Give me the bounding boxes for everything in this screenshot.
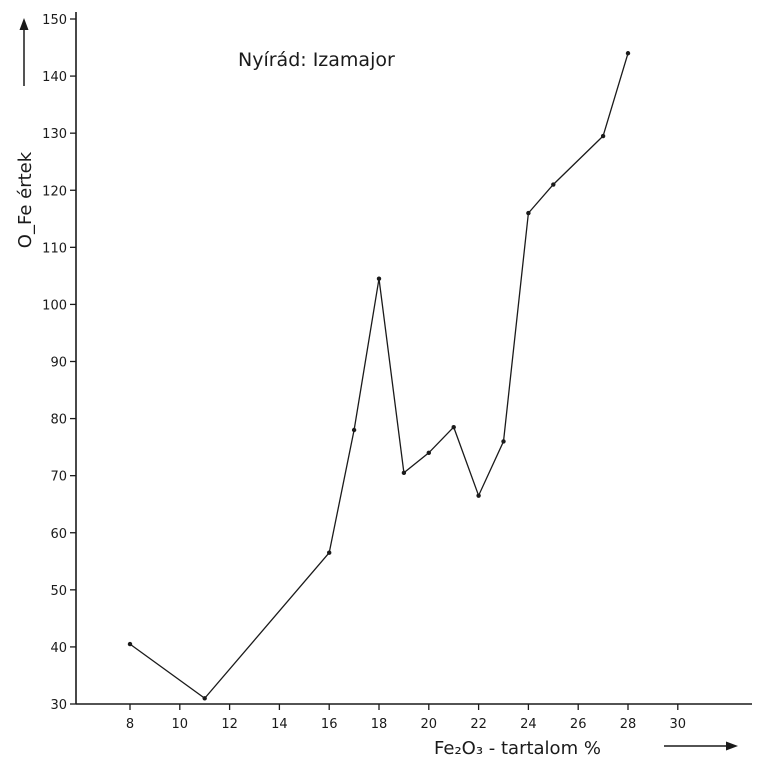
y-tick-label: 40 xyxy=(50,641,67,656)
x-tick-label: 12 xyxy=(221,717,238,732)
y-tick-label: 80 xyxy=(50,413,67,428)
data-point xyxy=(127,641,133,647)
data-point xyxy=(600,133,606,139)
data-point xyxy=(625,51,631,56)
y-ticks: 30 40 50 60 70 80 90 100 110 120 130 140 150 xyxy=(42,13,76,713)
y-tick-label: 70 xyxy=(50,470,67,485)
x-tick-label: 8 xyxy=(126,717,134,732)
x-tick-label: 16 xyxy=(321,717,338,732)
y-tick-label: 120 xyxy=(42,184,67,199)
x-tick-label: 20 xyxy=(421,717,438,732)
x-tick-label: 14 xyxy=(271,717,288,732)
data-point xyxy=(401,470,407,476)
data-point xyxy=(551,182,556,187)
y-tick-label: 50 xyxy=(50,584,67,599)
y-tick-label: 140 xyxy=(42,70,67,85)
data-point xyxy=(376,276,382,281)
data-point xyxy=(451,424,456,430)
data-point xyxy=(476,493,481,498)
y-tick-label: 30 xyxy=(50,698,67,713)
y-axis-title: O_Fe értek xyxy=(15,151,36,248)
series-line xyxy=(129,53,629,700)
x-axis-title: Fe₂O₃ - tartalom % xyxy=(434,738,601,759)
x-tick-label: 30 xyxy=(670,717,687,732)
data-point xyxy=(426,450,431,456)
data-points xyxy=(127,51,631,701)
x-tick-label: 26 xyxy=(570,717,587,732)
data-point xyxy=(327,550,332,555)
x-tick-label: 24 xyxy=(520,717,537,732)
y-axis-arrow xyxy=(19,18,29,86)
y-tick-label: 110 xyxy=(42,241,67,256)
y-tick-label: 150 xyxy=(42,13,67,28)
data-point xyxy=(351,427,357,433)
data-point xyxy=(526,210,531,216)
x-axis-arrow xyxy=(664,741,738,751)
x-tick-label: 22 xyxy=(470,717,487,732)
y-tick-label: 90 xyxy=(50,356,67,371)
y-tick-label: 60 xyxy=(50,527,67,542)
x-tick-label: 28 xyxy=(620,717,637,732)
x-tick-label: 10 xyxy=(172,717,189,732)
chart-title: Nyírád: Izamajor xyxy=(238,49,395,71)
x-tick-label: 18 xyxy=(371,717,388,732)
data-point xyxy=(501,439,506,444)
y-tick-label: 130 xyxy=(42,127,67,142)
x-ticks: 8 10 12 14 16 18 20 22 24 26 28 30 xyxy=(126,704,686,732)
data-point xyxy=(202,696,207,701)
y-tick-label: 100 xyxy=(42,298,67,313)
